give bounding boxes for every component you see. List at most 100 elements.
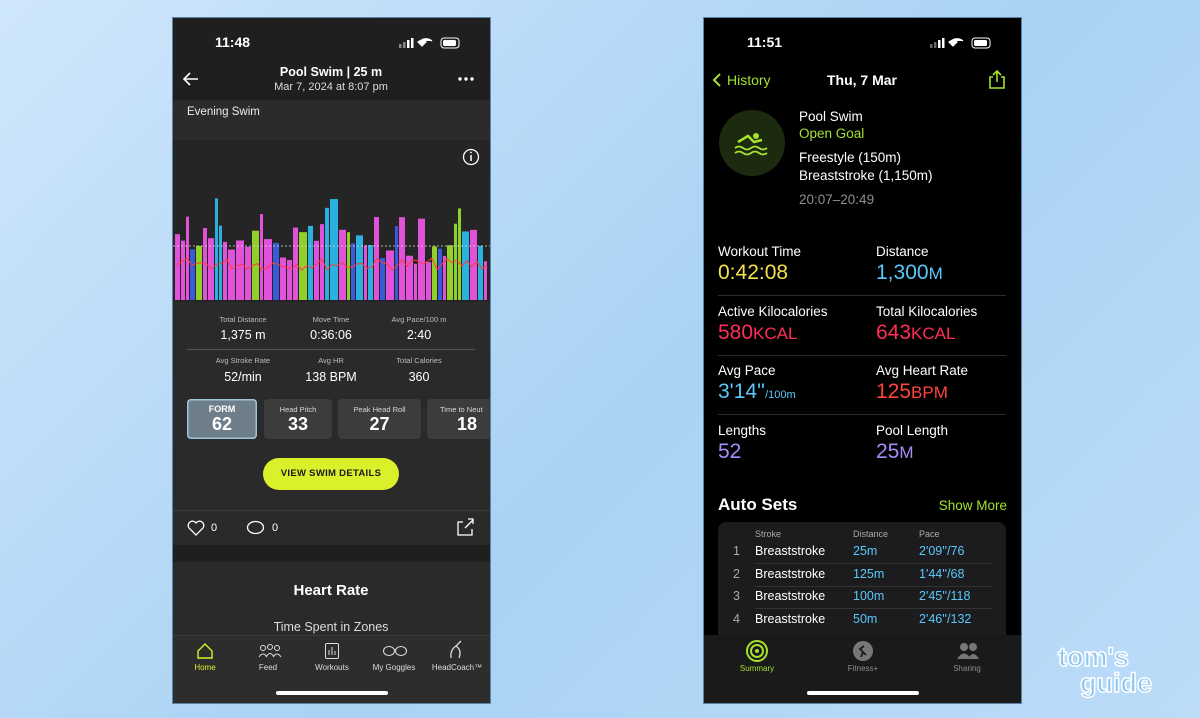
- metric-value: 25M: [876, 440, 914, 464]
- chart-bar: [219, 225, 222, 300]
- tab-label[interactable]: Fitness+: [847, 664, 879, 673]
- stat-value: 52/min: [224, 370, 262, 384]
- table-cell: 2'46''/132: [919, 611, 972, 626]
- metric-tile[interactable]: Time to Neut 18: [427, 399, 490, 439]
- metric-label: Total Kilocalories: [876, 303, 978, 319]
- watermark-line: guide: [1079, 668, 1153, 698]
- tab-label[interactable]: Sharing: [953, 664, 981, 673]
- chart-bar: [395, 226, 398, 300]
- metric-label: FORM: [208, 404, 236, 414]
- metric-number: 25: [876, 439, 900, 463]
- home-indicator: [807, 691, 919, 695]
- chart-bar: [458, 208, 461, 300]
- more-menu[interactable]: [457, 76, 475, 82]
- metric-unit: KCAL: [911, 323, 956, 343]
- metric-label: Head Pitch: [279, 405, 317, 414]
- metric-value: 27: [369, 414, 390, 434]
- tab-icon-home[interactable]: [196, 642, 214, 660]
- table-row: 2 Breaststroke 125m 1'44''/68: [718, 567, 1006, 589]
- table-row: 1 Breaststroke 25m 2'09''/76: [718, 544, 1006, 566]
- back-label[interactable]: History: [727, 72, 771, 88]
- info-icon[interactable]: [462, 148, 480, 166]
- chart-bar: [320, 224, 324, 300]
- tab-label[interactable]: Workouts: [315, 663, 349, 672]
- metric-tile[interactable]: Peak Head Roll 27: [338, 399, 421, 439]
- like-icon[interactable]: [187, 520, 205, 536]
- watermark: tom's guide: [1057, 643, 1153, 698]
- tab-label[interactable]: Summary: [739, 664, 775, 673]
- row-divider: [755, 563, 992, 564]
- chart-bar: [260, 214, 263, 300]
- back-arrow[interactable]: [182, 72, 200, 86]
- tab-icon-fitness[interactable]: [852, 640, 874, 662]
- metric-number: 0:42:08: [718, 261, 789, 284]
- tab-icon-summary[interactable]: [746, 640, 768, 662]
- workout-goal: Open Goal: [799, 126, 865, 141]
- chart-bar: [443, 255, 446, 300]
- metric-number: 3'14'': [718, 380, 766, 403]
- back-chevron[interactable]: [712, 72, 722, 88]
- table-cell: 1'44''/68: [919, 566, 965, 581]
- chart-bar: [228, 249, 235, 300]
- table-cell: Breaststroke: [755, 589, 826, 603]
- chart-bar: [264, 239, 272, 300]
- chart-bar: [380, 258, 385, 300]
- swim-chart: [173, 140, 490, 302]
- table-cell: 3: [733, 589, 740, 603]
- stat-value: 1,375 m: [220, 328, 266, 342]
- tab-icon-goggles[interactable]: [382, 645, 408, 657]
- metric-tile[interactable]: FORM 62: [187, 399, 257, 439]
- auto-sets-table: [718, 522, 1006, 652]
- metric-unit: KCAL: [753, 323, 798, 343]
- chart-bar: [438, 248, 442, 300]
- status-icons: [399, 37, 460, 49]
- chart-line: [176, 257, 488, 271]
- chart-bar: [386, 250, 394, 300]
- metric-tile[interactable]: Head Pitch 33: [264, 399, 332, 439]
- stat-label: Total Distance: [219, 315, 267, 324]
- metric-number: 125: [876, 380, 912, 403]
- nav-date: Thu, 7 Mar: [826, 72, 898, 88]
- workout-name: Evening Swim: [187, 106, 260, 118]
- metric-unit: /100m: [765, 389, 796, 401]
- view-details-button[interactable]: VIEW SWIM DETAILS: [263, 458, 399, 490]
- share-icon[interactable]: [456, 517, 475, 537]
- tab-label[interactable]: Home: [194, 663, 216, 672]
- tab-label[interactable]: My Goggles: [372, 663, 416, 672]
- comment-icon[interactable]: [246, 520, 265, 536]
- chart-bar: [190, 249, 195, 300]
- show-more[interactable]: Show More: [938, 498, 1007, 513]
- home-indicator: [276, 691, 388, 695]
- tab-icon-sharing[interactable]: [956, 642, 980, 660]
- tab-icon-feed[interactable]: [258, 642, 282, 660]
- metric-label: Active Kilocalories: [718, 303, 828, 319]
- stat-label: Avg HR: [318, 356, 344, 365]
- table-cell: Breaststroke: [755, 611, 826, 626]
- stat-label: Avg Pace/100 m: [391, 315, 447, 324]
- info-icon-dot: [470, 151, 472, 154]
- metric-value: 52: [718, 440, 741, 464]
- chart-bar: [215, 198, 218, 300]
- table-row: 3 Breaststroke 100m 2'45''/118: [718, 589, 1006, 611]
- status-icons: [930, 37, 991, 49]
- comment-count: 0: [272, 522, 279, 534]
- stroke-summary: Breaststroke (1,150m): [799, 168, 933, 183]
- metric-value: 580KCAL: [718, 321, 797, 345]
- share-icon[interactable]: [987, 69, 1007, 90]
- time-range: 20:07–20:49: [799, 192, 875, 207]
- column-header: Stroke: [755, 529, 782, 539]
- chart-bar: [399, 217, 405, 300]
- status-time: 11:51: [747, 34, 783, 50]
- tab-icon-workouts[interactable]: [324, 641, 340, 660]
- right-phone: 11:51 History Thu, 7 Mar Pool Swim Open …: [704, 18, 1021, 703]
- metric-value: 0:42:08: [718, 261, 788, 285]
- tab-label[interactable]: Feed: [258, 663, 278, 672]
- metric-label: Distance: [876, 244, 929, 259]
- tab-icon-headcoach[interactable]: [448, 640, 464, 660]
- workout-icon: [719, 110, 785, 176]
- metric-value: 3'14''/100m: [718, 380, 796, 404]
- metric-value: 1,300M: [876, 261, 943, 285]
- tab-label[interactable]: HeadCoach™: [431, 663, 483, 672]
- divider: [718, 355, 1006, 356]
- stat-label: Total Calories: [396, 356, 442, 365]
